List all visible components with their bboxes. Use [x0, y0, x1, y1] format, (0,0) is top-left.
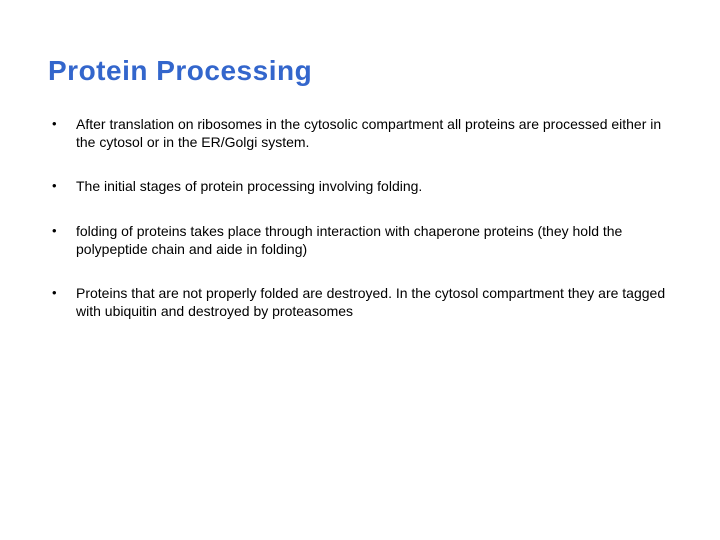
bullet-text: folding of proteins takes place through …	[76, 222, 680, 258]
bullet-icon: •	[52, 115, 76, 133]
bullet-list: • After translation on ribosomes in the …	[48, 115, 680, 320]
bullet-text: After translation on ribosomes in the cy…	[76, 115, 680, 151]
slide: Protein Processing • After translation o…	[0, 0, 720, 540]
list-item: • folding of proteins takes place throug…	[52, 222, 680, 258]
bullet-icon: •	[52, 177, 76, 195]
list-item: • The initial stages of protein processi…	[52, 177, 680, 195]
list-item: • After translation on ribosomes in the …	[52, 115, 680, 151]
slide-title: Protein Processing	[48, 55, 680, 87]
bullet-text: The initial stages of protein processing…	[76, 177, 680, 195]
bullet-icon: •	[52, 222, 76, 240]
bullet-icon: •	[52, 284, 76, 302]
list-item: • Proteins that are not properly folded …	[52, 284, 680, 320]
bullet-text: Proteins that are not properly folded ar…	[76, 284, 680, 320]
